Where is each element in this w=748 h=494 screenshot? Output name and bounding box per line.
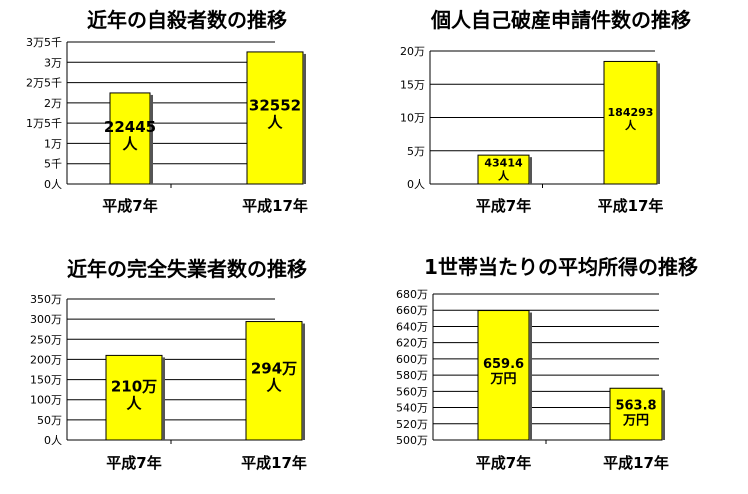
y-tick-label: 50万	[37, 414, 62, 427]
y-tick-label: 560万	[396, 385, 428, 398]
y-tick-label: 200万	[30, 353, 62, 366]
bar	[105, 354, 163, 441]
data-label: 人	[625, 118, 637, 132]
x-category-label: 平成17年	[241, 454, 307, 472]
y-tick-label: 640万	[396, 320, 428, 333]
bar-shadow	[529, 157, 532, 184]
y-tick-label: 15万	[400, 78, 425, 91]
y-tick-label: 500万	[396, 434, 428, 447]
data-label: 人	[126, 395, 142, 413]
data-label: 32552	[249, 97, 301, 115]
data-label: 人	[266, 377, 282, 395]
x-category-label: 平成17年	[242, 197, 308, 215]
y-tick-label: 0人	[44, 178, 62, 191]
chart-title: 近年の自殺者数の推移	[87, 8, 287, 32]
data-label: 人	[498, 169, 510, 183]
data-label: 22445	[104, 118, 156, 136]
chart-panel-bankruptcies: 個人自己破産申請件数の推移 0人 5万 10万 15万 20万 43414 人平成7年 184…	[374, 0, 748, 247]
y-tick-label: 20万	[400, 45, 425, 58]
bar-shadow	[302, 323, 305, 440]
y-tick-label: 620万	[396, 337, 428, 350]
y-tick-label: 3万5千	[26, 36, 62, 49]
data-label: 210万	[111, 378, 157, 396]
data-label: 184293	[608, 106, 654, 119]
chart-svg: 0人5千1万1万5千2万2万5千3万3万5千22445人平成7年32552人平成…	[26, 36, 308, 215]
chart-title: 個人自己破産申請件数の推移	[431, 8, 691, 32]
x-category-label: 平成7年	[106, 454, 161, 472]
bar	[603, 60, 658, 185]
bar-shadow	[150, 94, 153, 184]
chart-svg: 500万 520万 540万 560万 580万 600万 620万 640万 660万 680万…	[396, 288, 669, 472]
y-tick-label: 3万	[44, 56, 62, 69]
bar-shadow	[662, 390, 665, 440]
y-tick-label: 520万	[396, 418, 428, 431]
x-category-label: 平成7年	[476, 454, 531, 472]
chart-panel-suicides: 近年の自殺者数の推移 0人 5千 1万 1万5千 2万 2万5千 3万 3万5千 22445 人平…	[0, 0, 374, 247]
y-tick-label: 1万5千	[26, 117, 62, 130]
bar-shadow	[303, 53, 306, 184]
y-tick-label: 250万	[30, 333, 62, 346]
x-category-label: 平成17年	[598, 197, 664, 215]
data-label: 294万	[251, 360, 297, 378]
y-tick-label: 2万	[44, 97, 62, 110]
bar	[477, 310, 530, 441]
data-label: 万円	[622, 413, 649, 428]
y-tick-label: 5千	[44, 158, 62, 171]
y-tick-label: 680万	[396, 288, 428, 301]
y-tick-label: 300万	[30, 313, 62, 326]
bar-shadow	[657, 63, 660, 184]
y-tick-label: 600万	[396, 353, 428, 366]
y-tick-label: 0人	[44, 434, 62, 447]
data-label: 人	[267, 114, 283, 132]
bar-shadow	[529, 312, 532, 440]
chart-panel-unemployed: 近年の完全失業者数の推移 0人 50万 100万 150万 200万 250万 300万 35…	[0, 247, 374, 494]
data-label: 万円	[489, 372, 516, 387]
chart-title: 近年の完全失業者数の推移	[67, 257, 307, 281]
y-tick-label: 2万5千	[26, 77, 62, 90]
y-tick-label: 1万	[44, 137, 62, 150]
x-category-label: 平成7年	[476, 197, 531, 215]
y-tick-label: 0人	[407, 178, 425, 191]
y-tick-label: 580万	[396, 369, 428, 382]
y-tick-label: 350万	[30, 293, 62, 306]
y-tick-label: 150万	[30, 374, 62, 387]
chart-panel-household-income: 1世帯当たりの平均所得の推移 500万 520万 540万 560万 580万 600万 6…	[374, 247, 748, 494]
bar	[477, 154, 530, 185]
y-tick-label: 10万	[400, 112, 425, 125]
y-tick-label: 100万	[30, 394, 62, 407]
y-tick-label: 660万	[396, 304, 428, 317]
bar-shadow	[162, 357, 165, 440]
chart-svg: 0人50万100万150万200万250万300万350万210万人平成7年29…	[30, 293, 307, 472]
y-tick-label: 540万	[396, 402, 428, 415]
data-label: 43414	[484, 157, 523, 170]
data-label: 563.8	[615, 398, 656, 413]
data-label: 659.6	[483, 357, 524, 372]
y-tick-label: 5万	[407, 145, 425, 158]
x-category-label: 平成7年	[102, 197, 157, 215]
chart-title: 1世帯当たりの平均所得の推移	[424, 255, 698, 279]
data-label: 人	[122, 135, 138, 153]
x-category-label: 平成17年	[603, 454, 669, 472]
